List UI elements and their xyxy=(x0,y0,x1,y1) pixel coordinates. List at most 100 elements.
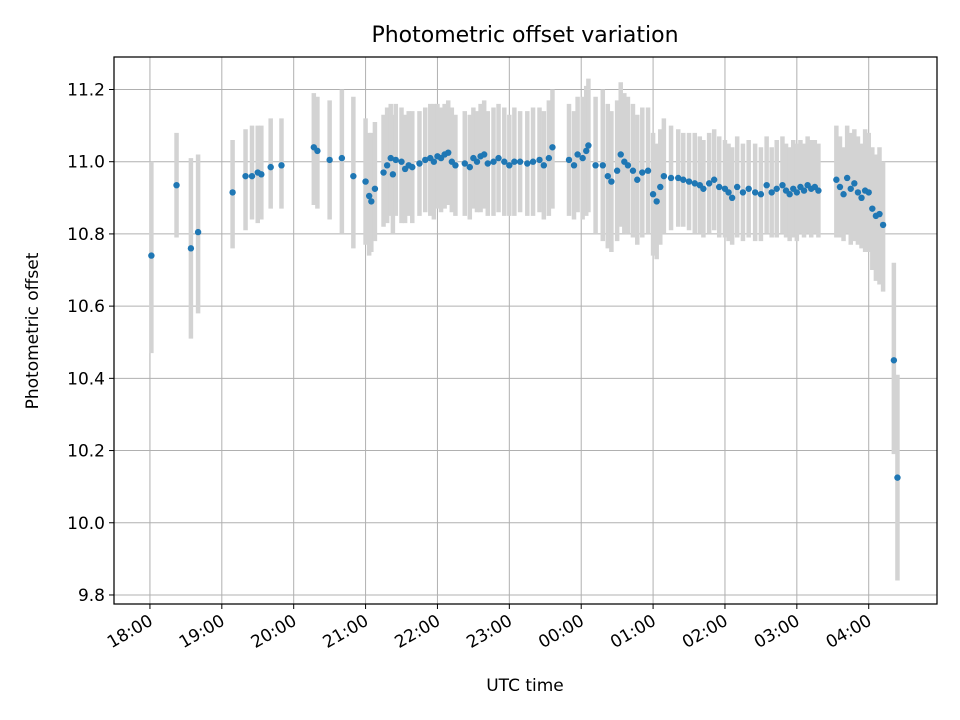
data-point xyxy=(644,167,652,174)
data-point xyxy=(461,160,468,167)
data-point xyxy=(511,158,518,165)
data-point xyxy=(894,474,901,481)
data-point xyxy=(314,147,321,155)
data-point xyxy=(836,183,844,191)
data-point xyxy=(549,144,556,151)
data-point xyxy=(430,158,438,165)
data-point xyxy=(585,142,592,149)
data-point xyxy=(452,162,459,169)
data-point xyxy=(362,178,369,185)
data-point xyxy=(574,151,581,158)
y-tick-label: 10.2 xyxy=(67,442,105,462)
data-point xyxy=(258,171,265,178)
data-point xyxy=(516,158,524,165)
y-tick-label: 10.6 xyxy=(67,297,105,317)
data-point xyxy=(368,198,375,205)
data-point xyxy=(480,151,488,158)
data-point xyxy=(879,221,887,229)
data-point xyxy=(350,172,357,180)
data-point xyxy=(148,252,155,259)
y-tick-label: 10.4 xyxy=(67,369,105,389)
data-point xyxy=(793,189,801,196)
data-point xyxy=(613,167,621,174)
data-point xyxy=(187,245,195,252)
data-point xyxy=(815,187,822,194)
data-point xyxy=(506,162,513,169)
data-point xyxy=(380,169,387,176)
data-point xyxy=(409,163,416,171)
data-point xyxy=(745,185,752,192)
data-point xyxy=(653,198,660,205)
data-point xyxy=(786,191,793,198)
data-point xyxy=(733,183,741,191)
data-point xyxy=(592,162,599,169)
data-point xyxy=(667,174,675,182)
data-point xyxy=(629,167,637,174)
data-point xyxy=(495,154,502,162)
data-point xyxy=(773,185,780,192)
data-point xyxy=(389,171,397,178)
data-point xyxy=(869,205,876,212)
data-point xyxy=(843,174,851,182)
data-point xyxy=(338,154,346,162)
data-point xyxy=(728,194,736,202)
data-point xyxy=(763,181,770,189)
data-point xyxy=(617,151,624,158)
data-point xyxy=(392,156,399,164)
data-point xyxy=(422,156,429,164)
data-point xyxy=(876,210,883,218)
data-point xyxy=(705,180,713,187)
data-point xyxy=(716,183,723,191)
data-point xyxy=(484,160,491,167)
data-point xyxy=(326,156,333,164)
data-point xyxy=(725,189,732,196)
data-point xyxy=(529,158,537,165)
data-point xyxy=(445,149,452,156)
data-point xyxy=(854,189,862,196)
data-point xyxy=(700,185,707,192)
data-point xyxy=(757,191,765,198)
data-point xyxy=(365,192,373,200)
data-point xyxy=(383,162,391,169)
y-tick-label: 11.0 xyxy=(67,153,105,173)
data-point xyxy=(501,158,508,165)
data-point xyxy=(473,158,481,165)
data-point xyxy=(565,156,573,164)
data-point xyxy=(639,169,646,176)
data-point xyxy=(540,162,548,169)
data-point xyxy=(779,181,786,189)
chart-title: Photometric offset variation xyxy=(371,23,678,48)
data-point xyxy=(490,158,497,165)
y-tick-label: 11.2 xyxy=(67,80,105,100)
data-point xyxy=(524,160,531,167)
y-axis-label: Photometric offset xyxy=(23,252,43,409)
data-point xyxy=(851,180,858,187)
data-point xyxy=(768,189,775,196)
data-point xyxy=(649,191,657,198)
data-point xyxy=(840,191,847,198)
data-point xyxy=(583,147,590,155)
data-point xyxy=(371,185,379,192)
data-point xyxy=(660,172,668,180)
data-point xyxy=(387,154,394,162)
data-point xyxy=(800,187,808,194)
x-axis-label: UTC time xyxy=(486,676,564,696)
data-point xyxy=(858,194,865,202)
data-point xyxy=(416,160,423,167)
data-point xyxy=(833,176,840,183)
data-point xyxy=(570,162,578,169)
data-point xyxy=(599,162,606,169)
data-point xyxy=(680,176,687,183)
data-point xyxy=(267,163,274,171)
data-point xyxy=(634,176,641,183)
data-point xyxy=(604,172,611,180)
data-point xyxy=(608,178,615,185)
data-point xyxy=(691,180,698,187)
data-point xyxy=(847,185,854,192)
data-points xyxy=(148,142,901,481)
y-tick-label: 9.8 xyxy=(78,586,105,606)
data-point xyxy=(890,357,898,364)
data-point xyxy=(194,228,202,236)
y-axis: 9.8 10.0 10.2 10.4 10.6 10.8 11.0 11.2 xyxy=(67,80,114,606)
